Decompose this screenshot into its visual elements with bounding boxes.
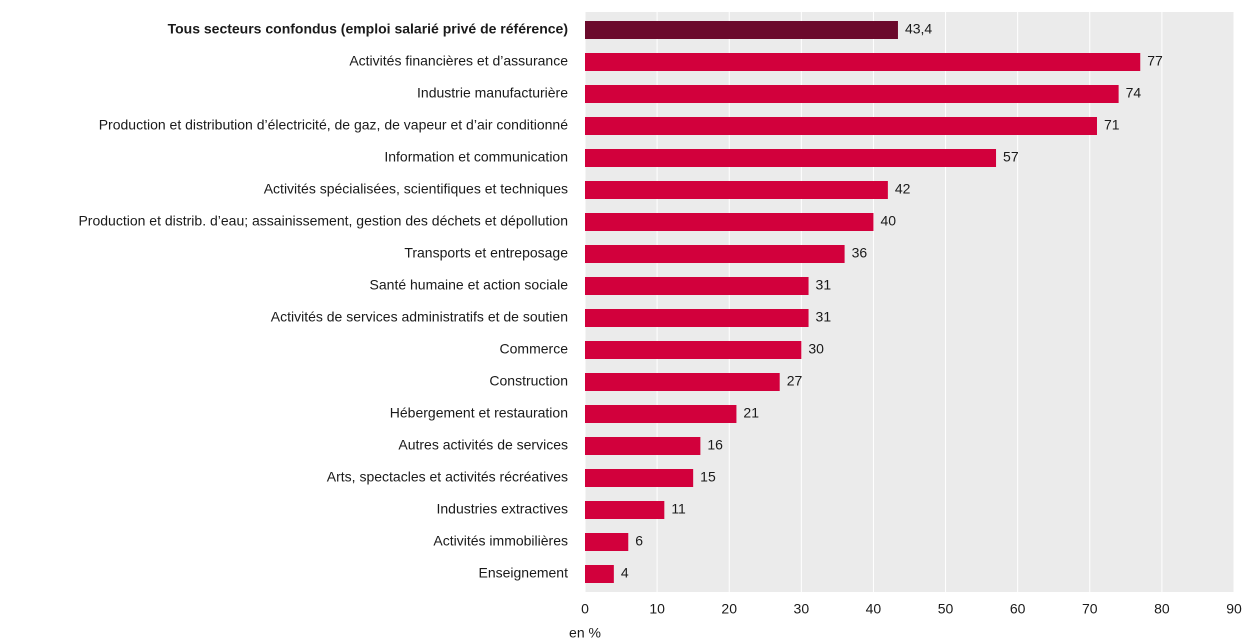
value-label: 30 <box>808 341 824 357</box>
bar <box>585 181 888 199</box>
value-label: 27 <box>787 373 803 389</box>
category-label: Activités de services administratifs et … <box>271 309 568 325</box>
x-tick-label: 80 <box>1154 601 1170 617</box>
x-tick-label: 10 <box>649 601 665 617</box>
category-label: Information et communication <box>384 149 568 165</box>
value-label: 40 <box>880 213 896 229</box>
value-label: 57 <box>1003 149 1019 165</box>
x-tick-label: 0 <box>581 601 589 617</box>
category-label: Activités financières et d’assurance <box>349 53 568 69</box>
x-tick-label: 60 <box>1010 601 1026 617</box>
value-label: 36 <box>852 245 868 261</box>
x-tick-label: 30 <box>794 601 810 617</box>
x-tick-label: 40 <box>866 601 882 617</box>
x-tick-label: 50 <box>938 601 954 617</box>
x-tick-label: 90 <box>1226 601 1242 617</box>
category-label: Commerce <box>500 341 569 357</box>
category-label: Industries extractives <box>437 501 569 517</box>
value-label: 31 <box>816 277 832 293</box>
category-label: Activités immobilières <box>433 533 568 549</box>
bar <box>585 309 809 327</box>
bar <box>585 341 802 359</box>
x-axis-label: en % <box>569 625 601 641</box>
bar <box>585 149 997 167</box>
bar <box>585 53 1141 71</box>
value-label: 42 <box>895 181 911 197</box>
x-tick-label: 20 <box>721 601 737 617</box>
plot-background <box>585 12 1234 592</box>
category-label: Santé humaine et action sociale <box>370 277 569 293</box>
category-label: Enseignement <box>478 565 568 581</box>
bar <box>585 437 701 455</box>
category-label: Transports et entreposage <box>404 245 568 261</box>
category-label: Activités spécialisées, scientifiques et… <box>264 181 568 197</box>
bar <box>585 213 874 231</box>
bar <box>585 405 737 423</box>
bar <box>585 373 780 391</box>
category-label: Production et distrib. d’eau; assainisse… <box>78 213 568 229</box>
value-label: 43,4 <box>905 21 932 37</box>
value-label: 6 <box>635 533 643 549</box>
category-label: Construction <box>489 373 568 389</box>
category-label: Industrie manufacturière <box>417 85 568 101</box>
category-label: Arts, spectacles et activités récréative… <box>327 469 568 485</box>
bar <box>585 277 809 295</box>
value-label: 16 <box>707 437 723 453</box>
bar <box>585 85 1119 103</box>
bar <box>585 117 1097 135</box>
value-label: 21 <box>743 405 759 421</box>
bar <box>585 245 845 263</box>
category-label: Hébergement et restauration <box>390 405 568 421</box>
value-label: 74 <box>1126 85 1142 101</box>
value-label: 4 <box>621 565 629 581</box>
value-label: 31 <box>816 309 832 325</box>
bar <box>585 469 694 487</box>
bar <box>585 565 614 583</box>
x-tick-label: 70 <box>1082 601 1098 617</box>
bar <box>585 501 665 519</box>
category-label: Autres activités de services <box>398 437 568 453</box>
bar <box>585 21 898 39</box>
category-label: Tous secteurs confondus (emploi salarié … <box>168 21 568 37</box>
value-label: 15 <box>700 469 716 485</box>
value-label: 71 <box>1104 117 1120 133</box>
bar <box>585 533 629 551</box>
value-label: 77 <box>1147 53 1163 69</box>
value-label: 11 <box>671 501 686 517</box>
category-label: Production et distribution d’électricité… <box>99 117 568 133</box>
